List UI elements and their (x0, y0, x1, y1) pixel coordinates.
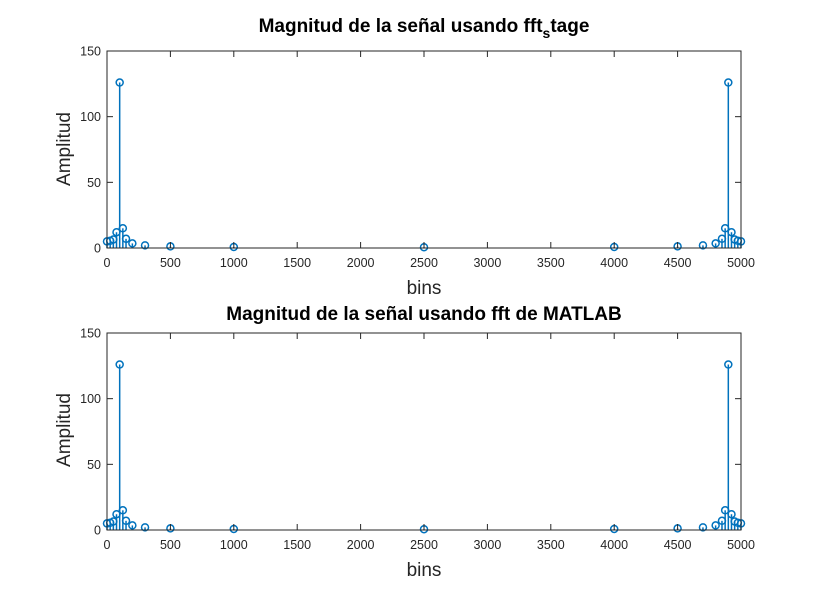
stem-marker (711, 239, 720, 248)
y-tick-label: 50 (87, 458, 101, 472)
x-tick-label: 500 (160, 538, 181, 552)
subplot-title: Magnitud de la señal usando fftstage (259, 16, 590, 41)
x-tick-label: 3500 (537, 256, 565, 270)
y-tick-label: 0 (94, 524, 101, 538)
x-tick-label: 2000 (347, 538, 375, 552)
plot-area-frame (106, 332, 742, 531)
x-tick-label: 1500 (283, 256, 311, 270)
x-tick-label: 5000 (727, 538, 755, 552)
x-tick-label: 2000 (347, 256, 375, 270)
stem-marker (115, 360, 124, 369)
y-tick-label: 100 (80, 392, 101, 406)
x-tick-label: 0 (104, 256, 111, 270)
y-tick-label: 50 (87, 176, 101, 190)
x-axis-label: bins (407, 560, 442, 581)
x-tick-label: 4500 (664, 256, 692, 270)
axis-ticks: 0 500 1000 1500 2000 2500 3000 3500 4000 4500 5000… (80, 327, 755, 553)
y-axis-label: Amplitud (54, 393, 75, 467)
x-axis-label: bins (407, 278, 442, 299)
x-tick-label: 1000 (220, 538, 248, 552)
stem-marker (115, 78, 124, 87)
stem-marker (118, 506, 128, 515)
stem-marker (727, 509, 736, 519)
x-tick-label: 500 (160, 256, 181, 270)
stem-marker (118, 224, 128, 233)
plot-area-frame (106, 50, 742, 249)
stem-marker (140, 523, 150, 532)
stem-marker (128, 239, 137, 248)
x-tick-label: 3500 (537, 538, 565, 552)
x-tick-label: 3000 (473, 256, 501, 270)
x-tick-label: 1000 (220, 256, 248, 270)
y-tick-label: 100 (80, 110, 101, 124)
stem-marker (724, 360, 733, 369)
stem-marker (698, 523, 708, 532)
stem-marker (727, 227, 736, 237)
stem-marker (121, 516, 131, 526)
x-tick-label: 1500 (283, 538, 311, 552)
stem-series (102, 360, 746, 534)
stem-marker (711, 521, 720, 530)
x-tick-label: 4000 (600, 538, 628, 552)
stem-marker (140, 241, 150, 250)
stem-series (102, 78, 746, 252)
y-tick-label: 150 (80, 45, 101, 59)
stem-marker (698, 241, 708, 250)
x-tick-label: 4000 (600, 256, 628, 270)
x-tick-label: 3000 (473, 538, 501, 552)
y-tick-label: 0 (94, 242, 101, 256)
y-axis-label: Amplitud (54, 112, 75, 186)
x-tick-label: 4500 (664, 538, 692, 552)
x-tick-label: 0 (104, 538, 111, 552)
y-tick-label: 150 (80, 327, 101, 341)
stem-marker (128, 521, 137, 530)
x-tick-label: 2500 (410, 256, 438, 270)
subplot-bottom: Magnitud de la señal usando fft de MATLA… (54, 304, 755, 581)
stem-marker (724, 78, 733, 87)
x-tick-label: 2500 (410, 538, 438, 552)
axis-ticks: 0 500 1000 1500 2000 2500 3000 3500 4000 4500 5000… (80, 45, 755, 271)
subplot-title: Magnitud de la señal usando fft de MATLA… (226, 304, 621, 325)
stem-marker (121, 234, 131, 244)
subplot-top: Magnitud de la señal usando fftstage bin… (54, 16, 755, 299)
x-tick-label: 5000 (727, 256, 755, 270)
